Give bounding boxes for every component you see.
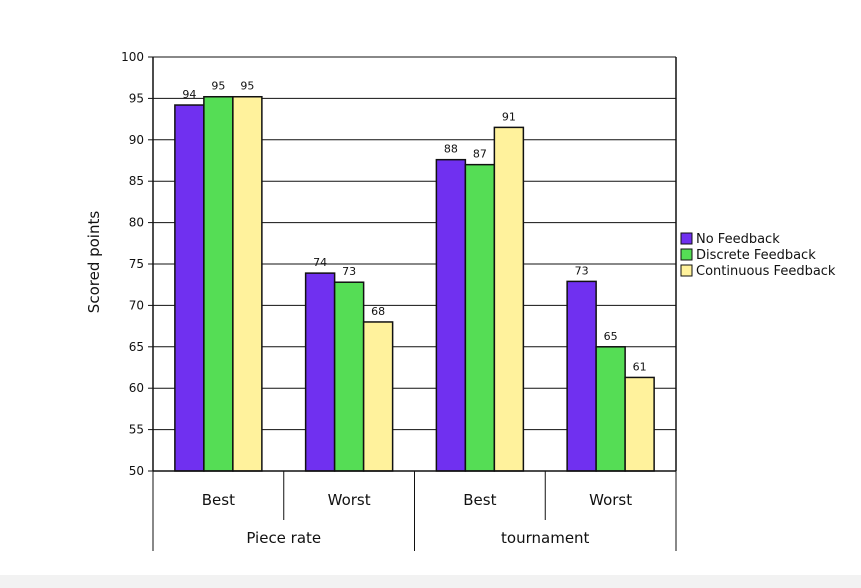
category-label: Worst — [328, 491, 371, 509]
bar — [232, 95, 263, 472]
bars: 94 95 95 74 73 68 88 87 91 73 65 61 — [174, 80, 655, 472]
bar — [304, 272, 336, 472]
legend-swatch — [680, 264, 693, 277]
footer-band — [0, 575, 861, 588]
bar — [435, 158, 467, 472]
data-label: 61 — [633, 360, 647, 373]
bar — [333, 281, 365, 472]
legend-label: No Feedback — [696, 232, 780, 247]
y-tick-label: 90 — [129, 133, 144, 147]
category-label: Best — [202, 491, 235, 509]
y-tick-label: 95 — [129, 91, 144, 105]
axes: 50 55 60 65 70 75 80 85 90 95 100 Best Worst Best Wors… — [121, 50, 677, 551]
y-tick-label: 70 — [129, 298, 144, 312]
data-label: 87 — [473, 148, 487, 161]
group-label: tournament — [501, 529, 590, 547]
bar — [624, 376, 655, 472]
data-label: 91 — [502, 110, 516, 123]
bar — [174, 104, 205, 472]
category-label: Best — [463, 491, 496, 509]
y-tick-label: 85 — [129, 174, 144, 188]
data-label: 95 — [211, 80, 225, 93]
y-tick-label: 60 — [129, 381, 144, 395]
y-tick-label: 75 — [129, 257, 144, 271]
legend-label: Discrete Feedback — [696, 248, 816, 263]
category-label: Worst — [589, 491, 632, 509]
data-label: 73 — [575, 264, 589, 277]
legend-swatch — [680, 248, 693, 261]
bar — [203, 95, 234, 472]
y-tick-label: 55 — [129, 423, 144, 437]
y-axis-title: Scored points — [85, 211, 103, 314]
data-label: 65 — [604, 330, 618, 343]
y-tick-label: 80 — [129, 216, 144, 230]
data-label: 68 — [371, 305, 385, 318]
bar — [362, 321, 394, 472]
y-tick-label: 65 — [129, 340, 144, 354]
data-label: 88 — [444, 143, 458, 156]
bar — [493, 126, 525, 472]
data-label: 94 — [182, 88, 196, 101]
bar — [595, 346, 626, 472]
data-label: 73 — [342, 265, 356, 278]
bar — [566, 280, 597, 472]
y-tick-label: 50 — [129, 464, 144, 478]
y-tick-label: 100 — [121, 50, 144, 64]
data-label: 74 — [313, 256, 327, 269]
legend-label: Continuous Feedback — [696, 264, 836, 279]
group-label: Piece rate — [246, 529, 321, 547]
bar — [464, 163, 496, 472]
data-label: 95 — [240, 80, 254, 93]
legend-swatch — [680, 232, 693, 245]
